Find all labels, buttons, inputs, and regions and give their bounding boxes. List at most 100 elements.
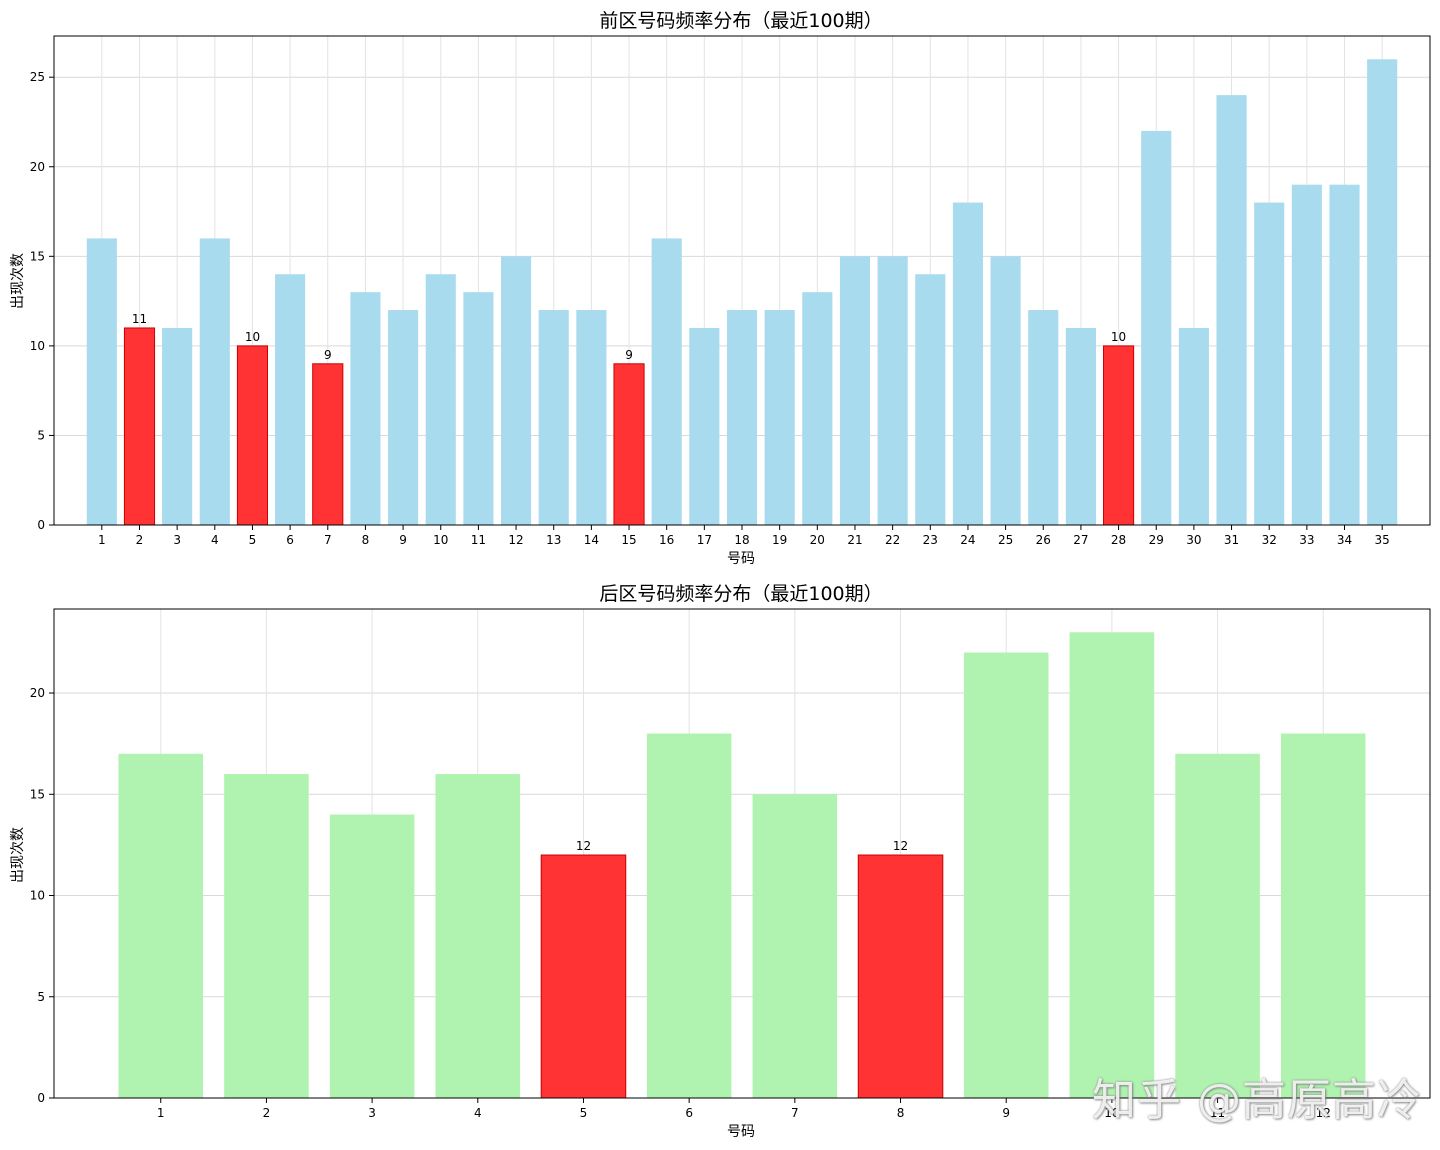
front-bar-29 [1141, 130, 1172, 525]
back-y-ticks: 0 5 10 15 20 [30, 686, 54, 1105]
back-y-tick-label: 5 [37, 990, 45, 1004]
front-x-tick-label: 25 [998, 533, 1013, 547]
front-bar-9 [388, 310, 419, 525]
front-bar-6 [275, 274, 306, 525]
front-bar-16 [651, 238, 682, 525]
back-bar-9 [963, 652, 1049, 1098]
front-x-tick-label: 27 [1073, 533, 1088, 547]
front-bar-2 [123, 327, 156, 526]
front-x-axis-label: 号码 [727, 551, 755, 567]
back-bar-1 [118, 753, 204, 1098]
front-y-tick-label: 25 [30, 70, 45, 84]
front-x-tick-label: 7 [324, 533, 332, 547]
back-x-tick-label: 12 [1316, 1106, 1331, 1120]
front-bar-1 [86, 238, 117, 525]
front-x-tick-label: 35 [1375, 533, 1390, 547]
front-bar-23 [915, 274, 946, 525]
back-bar-3 [329, 814, 415, 1098]
front-bar-20 [802, 292, 833, 525]
front-chart-title: 前区号码频率分布（最近100期） [599, 10, 882, 32]
front-y-axis-label: 出现次数 [10, 253, 26, 309]
back-bar-label-5: 12 [576, 839, 591, 853]
front-x-tick-label: 10 [433, 533, 448, 547]
back-bar-5 [540, 854, 627, 1099]
front-x-tick-label: 3 [173, 533, 181, 547]
front-y-tick-label: 20 [30, 160, 45, 174]
front-bar-22 [877, 256, 908, 525]
front-bar-3 [162, 327, 193, 525]
back-plot-frame [53, 608, 1431, 1099]
back-x-axis-label: 号码 [727, 1124, 755, 1140]
front-x-tick-label: 1 [98, 533, 106, 547]
front-y-tick-label: 15 [30, 249, 45, 263]
front-bar-18 [726, 310, 758, 525]
front-x-tick-label: 16 [659, 533, 674, 547]
back-y-tick-label: 20 [30, 686, 45, 700]
front-x-tick-label: 13 [546, 533, 561, 547]
front-bar-8 [350, 292, 381, 525]
front-bar-10 [425, 274, 456, 525]
front-x-tick-label: 2 [136, 533, 144, 547]
back-x-tick-label: 6 [685, 1106, 693, 1120]
front-bar-14 [576, 310, 607, 525]
front-x-tick-label: 15 [621, 533, 636, 547]
front-bar-label-2: 11 [132, 312, 147, 326]
front-x-tick-label: 28 [1111, 533, 1126, 547]
front-bar-label-5: 10 [245, 330, 260, 344]
front-bar-11 [463, 292, 494, 525]
front-bar-7 [312, 363, 344, 526]
front-bar-27 [1065, 327, 1096, 525]
back-bar-8 [857, 854, 944, 1099]
front-x-tick-label: 23 [923, 533, 938, 547]
front-bar-31 [1216, 95, 1247, 525]
back-x-tick-label: 9 [1002, 1106, 1010, 1120]
back-bar-6 [646, 733, 732, 1098]
front-x-tick-label: 9 [399, 533, 407, 547]
back-x-tick-label: 3 [368, 1106, 376, 1120]
front-x-tick-label: 19 [772, 533, 787, 547]
back-y-tick-label: 15 [30, 787, 45, 801]
front-y-tick-label: 0 [37, 518, 45, 532]
back-x-tick-label: 10 [1104, 1106, 1119, 1120]
front-x-tick-label: 24 [960, 533, 975, 547]
back-x-tick-label: 5 [580, 1106, 588, 1120]
front-bar-label-15: 9 [625, 348, 633, 362]
front-x-tick-label: 18 [734, 533, 749, 547]
front-bar-21 [839, 256, 871, 525]
back-x-tick-label: 4 [474, 1106, 482, 1120]
front-x-tick-label: 29 [1149, 533, 1164, 547]
front-x-tick-label: 31 [1224, 533, 1239, 547]
front-bar-34 [1329, 184, 1360, 525]
front-bar-label-28: 10 [1111, 330, 1126, 344]
back-bar-11 [1175, 753, 1260, 1098]
front-bar-33 [1291, 184, 1322, 525]
back-x-tick-label: 8 [897, 1106, 905, 1120]
front-x-tick-label: 4 [211, 533, 219, 547]
back-x-tick-label: 7 [791, 1106, 799, 1120]
front-x-tick-label: 5 [249, 533, 257, 547]
front-x-tick-label: 30 [1186, 533, 1201, 547]
front-bar-24 [952, 202, 984, 526]
front-x-tick-label: 11 [471, 533, 486, 547]
front-bar-30 [1178, 327, 1209, 525]
front-x-ticks: 1 2 3 4 5 6 7 8 9 10 11 12 13 14 15 16 17 18 19 20 21 22 23 24 2… [98, 525, 1390, 547]
front-x-tick-label: 22 [885, 533, 900, 547]
back-x-tick-label: 2 [263, 1106, 271, 1120]
back-bar-2 [224, 774, 309, 1098]
front-x-tick-label: 34 [1337, 533, 1352, 547]
front-bar-19 [764, 310, 795, 525]
front-x-tick-label: 21 [847, 533, 862, 547]
front-bar-12 [500, 256, 532, 525]
front-x-tick-label: 6 [286, 533, 294, 547]
front-x-tick-label: 8 [362, 533, 370, 547]
front-bar-15 [613, 363, 645, 526]
back-x-tick-label: 1 [157, 1106, 165, 1120]
front-bar-label-7: 9 [324, 348, 332, 362]
front-bar-26 [1028, 310, 1059, 525]
front-bar-32 [1254, 202, 1285, 526]
front-y-tick-label: 5 [37, 428, 45, 442]
front-x-tick-label: 12 [508, 533, 523, 547]
front-x-tick-label: 14 [584, 533, 599, 547]
back-y-axis-label: 出现次数 [10, 827, 26, 883]
